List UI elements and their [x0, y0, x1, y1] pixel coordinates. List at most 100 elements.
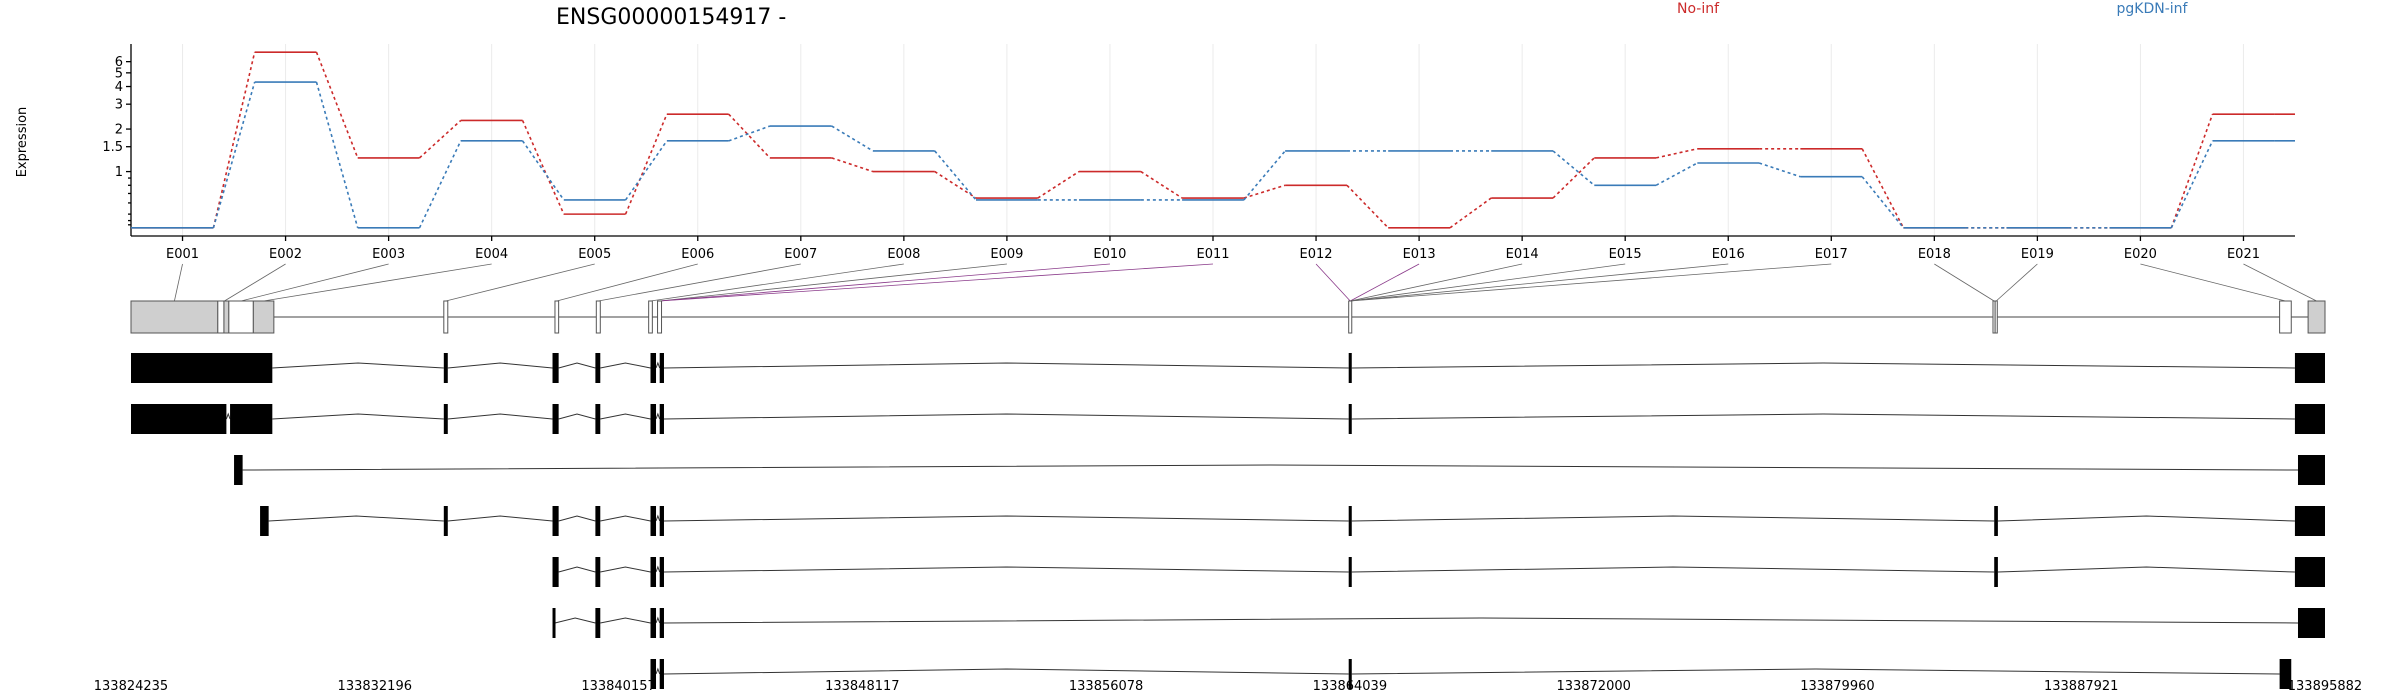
transcript-exon [595, 404, 601, 434]
intron [663, 566, 1349, 573]
intron [447, 515, 553, 522]
series-transition [521, 120, 565, 215]
x-tick-label-E005: E005 [578, 247, 611, 262]
x-tick-label-E016: E016 [1712, 247, 1745, 262]
transcript-exon [595, 608, 601, 638]
x-tick-label-E021: E021 [2227, 247, 2260, 262]
genomic-tick-label: 133872000 [1556, 679, 1630, 694]
intron [447, 362, 553, 369]
transcript-exon [131, 404, 227, 434]
x-tick-label-E004: E004 [475, 247, 508, 262]
intron [1351, 515, 1995, 522]
series-lines [131, 51, 2295, 229]
chart-title: ENSG00000154917 - [556, 5, 786, 30]
exon-bin [223, 300, 230, 334]
transcript-exon [1348, 506, 1352, 536]
connector-E018 [1934, 263, 1995, 302]
x-tick-label-E002: E002 [269, 247, 302, 262]
x-tick-label-E001: E001 [166, 247, 199, 262]
x-tick-label-E009: E009 [990, 247, 1023, 262]
legend: No-inf pgKDN-inf [1677, 1, 2189, 17]
connector-E009 [659, 263, 1007, 302]
transcript-exon [2279, 659, 2292, 689]
intron [600, 566, 651, 573]
intron [1351, 668, 2280, 675]
series-transition [1552, 157, 1595, 199]
x-tick-label-E006: E006 [681, 247, 714, 262]
transcript-exon [2297, 455, 2325, 485]
transcript-exon [650, 404, 657, 434]
intron [655, 514, 661, 522]
genomic-tick-label: 133879960 [1800, 679, 1874, 694]
connector-E015 [1350, 263, 1626, 302]
transcript-exon [595, 557, 601, 587]
series-transition [1346, 184, 1389, 229]
connector-E007 [598, 263, 801, 302]
intron [558, 413, 596, 420]
transcript-exon [230, 404, 273, 434]
exon-bin [2307, 300, 2326, 334]
intron [663, 515, 1349, 522]
series-transition [1758, 162, 1801, 178]
x-tick-label-E012: E012 [1300, 247, 1333, 262]
series-transition [2170, 113, 2214, 229]
exon-bin [1994, 300, 1998, 334]
transcript-exon [650, 608, 657, 638]
transcript-2 [131, 404, 2325, 434]
exon-bin [443, 300, 449, 334]
exon-bin [252, 300, 275, 334]
connector-E003 [240, 263, 389, 302]
transcript-1 [131, 353, 2325, 383]
x-tick-label-E013: E013 [1403, 247, 1436, 262]
intron [272, 413, 444, 420]
intron [1997, 515, 2295, 522]
series-transition [1861, 176, 1905, 229]
intron [558, 362, 596, 369]
series-transition [1655, 148, 1698, 159]
connector-E002 [224, 263, 286, 302]
transcript-exon [650, 353, 657, 383]
transcript-exon [659, 557, 664, 587]
series-transition [212, 81, 256, 229]
genomic-tick-label: 133856078 [1069, 679, 1143, 694]
transcript-exon [659, 506, 664, 536]
intron [655, 616, 661, 624]
intron [663, 413, 1349, 420]
transcript-4 [260, 506, 2325, 536]
series-transition [934, 170, 977, 199]
series-transition [1140, 170, 1183, 199]
intron [447, 413, 553, 420]
transcript-5 [552, 557, 2325, 587]
intron [600, 413, 651, 420]
transcript-exon [131, 353, 273, 383]
connector-E008 [650, 263, 904, 302]
transcript-exon [659, 404, 664, 434]
intron [554, 617, 596, 624]
connector-E010 [659, 263, 1110, 302]
y-tick-label: 2 [115, 123, 123, 138]
x-tick-label-E008: E008 [887, 247, 920, 262]
exon-connectors [174, 263, 2317, 302]
x-tick-label-E014: E014 [1506, 247, 1539, 262]
x-tick-label-E015: E015 [1609, 247, 1642, 262]
x-tick-label-E019: E019 [2021, 247, 2054, 262]
transcript-exon [1994, 557, 1998, 587]
transcript-exon [1348, 557, 1352, 587]
intron [272, 362, 444, 369]
genomic-tick-label: 133895882 [2288, 679, 2362, 694]
series-transition [1449, 197, 1492, 229]
x-axis: E001 E002 E003 E004 E005 E006 E007 E008 E009 E010… [131, 235, 2295, 262]
series-transition [934, 150, 977, 201]
intron [1351, 413, 2295, 420]
transcript-exon [2294, 506, 2325, 536]
connector-E014 [1350, 263, 1523, 302]
series-transition [831, 157, 874, 173]
series-transition [1243, 184, 1286, 199]
transcript-exon [659, 659, 664, 689]
transcript-exon [443, 353, 448, 383]
x-tick-label-E020: E020 [2124, 247, 2157, 262]
connector-E016 [1350, 263, 1729, 302]
connector-E017 [1350, 263, 1832, 302]
y-axis: 1 1.5 2 3 456 [102, 44, 132, 236]
x-tick-label-E007: E007 [784, 247, 817, 262]
